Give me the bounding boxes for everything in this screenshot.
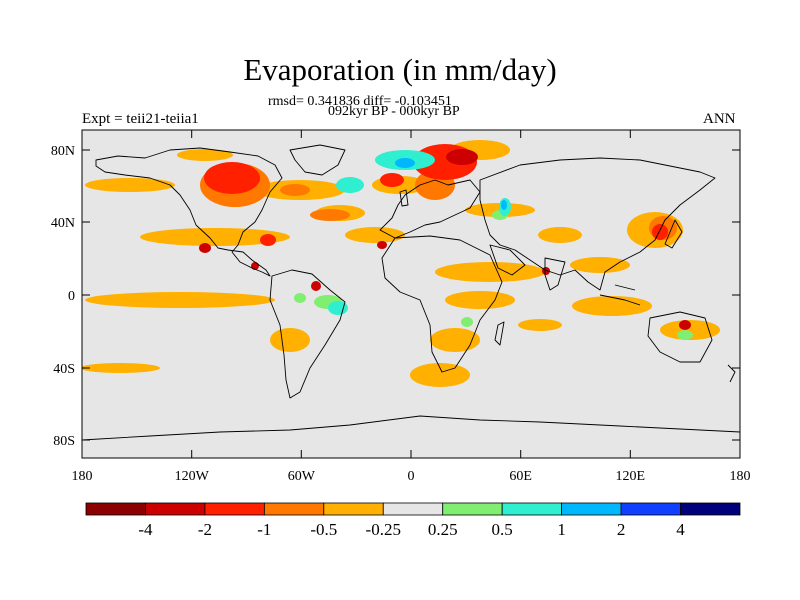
colorbar-label: 0.5	[492, 520, 513, 539]
colorbar-swatch	[204, 502, 265, 516]
colorbar-swatch	[620, 502, 681, 516]
colorbar-label: -0.5	[310, 520, 337, 539]
colorbar-swatch	[680, 502, 741, 516]
lon-tick-label: 180	[730, 469, 751, 484]
experiment-label: Expt = teii21-teiia1	[82, 111, 199, 127]
colorbar-label: 1	[557, 520, 566, 539]
colorbar-label: 2	[617, 520, 626, 539]
colorbar-swatch	[263, 502, 325, 516]
colorbar-label: -4	[138, 520, 153, 539]
lat-tick-label: 40N	[51, 216, 75, 231]
lat-tick-label: 80S	[53, 434, 75, 449]
colorbar-swatch	[561, 502, 622, 516]
colorbar-swatch	[323, 502, 384, 516]
colorbar-label: 0.25	[428, 520, 458, 539]
lat-tick-label: 40S	[53, 362, 75, 377]
lon-tick-label: 0	[408, 469, 415, 484]
colorbar-swatch	[85, 502, 146, 516]
lon-tick-label: 60E	[509, 469, 532, 484]
period-label: 092kyr BP - 000kyr BP	[328, 104, 460, 119]
evaporation-anomaly-field	[82, 140, 740, 441]
lat-tick-label: 80N	[51, 144, 75, 159]
lon-tick-label: 180	[72, 469, 93, 484]
colorbar-swatch	[145, 502, 206, 516]
lat-tick-label: 0	[68, 289, 75, 304]
lon-tick-label: 120W	[175, 469, 210, 484]
lon-tick-label: 120E	[616, 469, 646, 484]
colorbar: -4 -2 -1 -0.5 -0.25 0.25 0.5 1 2 4	[85, 502, 741, 539]
colorbar-swatch	[382, 502, 444, 516]
map-title: Evaporation (in mm/day)	[243, 52, 557, 87]
colorbar-label: -1	[257, 520, 271, 539]
colorbar-swatch	[442, 502, 503, 516]
colorbar-swatch	[501, 502, 563, 516]
colorbar-label: -0.25	[366, 520, 401, 539]
colorbar-label: 4	[676, 520, 685, 539]
lon-tick-label: 60W	[288, 469, 316, 484]
season-label: ANN	[703, 111, 736, 127]
colorbar-label: -2	[198, 520, 212, 539]
rmsd-diff-stats: rmsd= 0.341836 diff= -0.103451	[268, 94, 452, 109]
